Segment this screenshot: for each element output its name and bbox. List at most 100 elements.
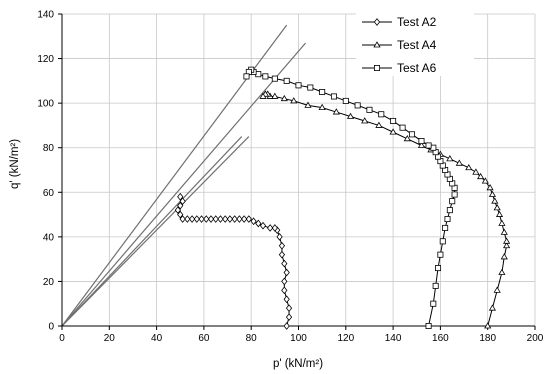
data-point <box>281 286 288 295</box>
data-point <box>442 224 449 231</box>
legend-label: Test A2 <box>397 15 437 29</box>
x-tick-label: 180 <box>479 333 496 344</box>
data-point <box>283 295 290 304</box>
data-point <box>278 250 286 259</box>
data-point <box>240 215 248 223</box>
series-line <box>177 196 290 327</box>
data-point <box>432 282 439 289</box>
data-point <box>290 97 298 104</box>
data-point <box>262 73 269 80</box>
data-point <box>500 228 508 235</box>
data-point <box>267 224 274 232</box>
series-2 <box>259 90 511 329</box>
data-point <box>444 216 451 223</box>
x-tick-label: 200 <box>527 333 544 344</box>
data-point <box>361 117 369 124</box>
data-point <box>493 286 501 293</box>
data-point <box>425 142 432 149</box>
data-point <box>403 135 411 142</box>
data-point <box>231 215 238 223</box>
data-point <box>346 112 355 119</box>
legend-marker <box>373 18 381 26</box>
data-point <box>278 241 286 250</box>
x-tick-label: 140 <box>385 333 402 344</box>
data-point <box>500 253 508 260</box>
data-point <box>472 168 480 175</box>
data-point <box>177 192 184 201</box>
data-point <box>418 138 425 145</box>
legend-marker <box>373 41 381 48</box>
data-point <box>259 92 267 99</box>
data-point <box>430 300 437 307</box>
data-point <box>212 215 219 223</box>
y-tick-label: 80 <box>43 143 55 154</box>
data-point <box>217 215 224 223</box>
data-point <box>193 215 200 223</box>
data-point <box>245 215 252 223</box>
legend-item: Test A6 <box>362 61 437 75</box>
data-point <box>332 108 340 115</box>
data-point <box>465 163 473 171</box>
data-point <box>446 207 453 214</box>
data-point <box>281 259 288 268</box>
legend: Test A2 Test A4 Test A6 <box>356 8 474 76</box>
data-point <box>283 322 290 330</box>
legend-item: Test A4 <box>362 38 437 52</box>
y-tick-label: 140 <box>37 10 54 21</box>
data-point <box>498 219 506 226</box>
data-point <box>451 191 458 198</box>
data-point <box>435 265 442 272</box>
data-point <box>375 121 383 128</box>
data-point <box>481 177 489 184</box>
y-tick-label: 20 <box>43 277 55 288</box>
data-point <box>222 215 229 223</box>
data-point <box>399 124 406 131</box>
data-point <box>378 111 385 118</box>
legend-marker <box>373 65 380 72</box>
data-point <box>281 277 288 286</box>
x-tick-label: 40 <box>151 333 163 344</box>
data-point <box>243 73 250 80</box>
data-point <box>307 84 314 91</box>
tick-labels: 0 20 40 60 80 100 120 140 160 180 200 0 20 40 60 80 100 1… <box>37 10 543 345</box>
data-point <box>184 215 191 223</box>
data-point <box>409 131 416 138</box>
data-point <box>226 215 234 223</box>
x-tick-label: 80 <box>246 333 258 344</box>
y-tick-label: 60 <box>43 188 55 199</box>
data-point <box>354 102 361 109</box>
data-point <box>425 322 432 329</box>
series-line <box>246 69 456 327</box>
data-point <box>389 128 397 135</box>
data-point <box>295 82 302 89</box>
legend-label: Test A6 <box>397 61 437 75</box>
x-tick-label: 60 <box>198 333 210 344</box>
data-point <box>390 117 397 124</box>
failure-envelope-line <box>61 136 243 327</box>
data-point <box>417 141 426 148</box>
data-point <box>259 221 267 230</box>
data-point <box>177 201 184 210</box>
data-point <box>203 215 210 223</box>
data-point <box>437 251 444 258</box>
data-point <box>304 101 312 108</box>
x-tick-label: 120 <box>337 333 354 344</box>
data-point <box>179 197 186 206</box>
grid <box>62 13 536 326</box>
data-point <box>285 313 293 321</box>
axes <box>58 13 536 330</box>
data-point <box>439 238 446 245</box>
data-point <box>179 215 186 223</box>
data-point <box>446 155 454 162</box>
y-tick-label: 100 <box>37 99 54 110</box>
data-point <box>366 106 373 113</box>
data-point <box>271 75 278 82</box>
data-point <box>330 93 337 100</box>
y-tick-label: 120 <box>37 54 54 65</box>
x-axis-label: p' (kN/m²) <box>273 358 323 370</box>
data-point <box>198 215 205 223</box>
data-point <box>493 204 501 211</box>
failure-envelope-line <box>61 42 307 327</box>
failure-envelope-line <box>61 136 250 327</box>
